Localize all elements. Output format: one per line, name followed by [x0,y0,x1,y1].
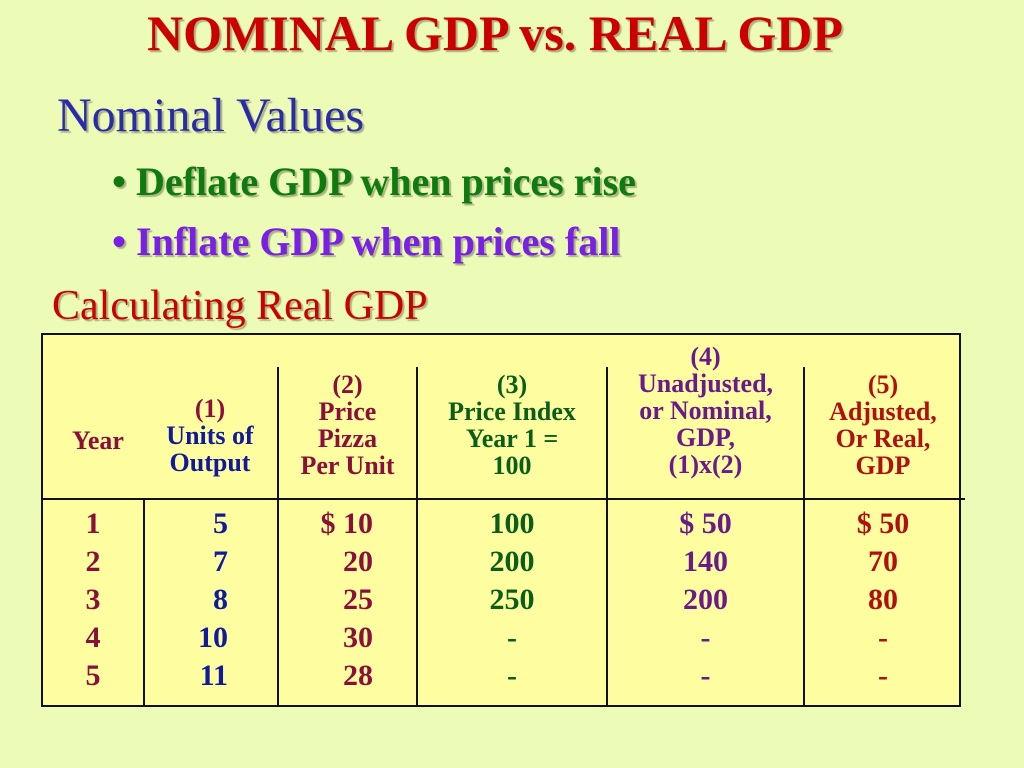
header-line: (1)x(2) [668,450,743,479]
header-line: Price Index [448,397,576,426]
cell-real: - [878,659,888,692]
cell-price: 25 [343,583,373,616]
header-real-gdp: (5) Adjusted, Or Real, GDP [805,371,961,479]
column-year: 1 2 3 4 5 [43,505,143,695]
header-line: Or Real, [835,424,931,453]
header-line: (1) [194,394,226,423]
header-line: 100 [492,451,532,480]
bullet-dot: • [112,159,127,204]
page-title: NOMINAL GDP vs. REAL GDP [147,5,843,61]
header-divider [43,498,965,500]
cell-nominal: 200 [683,583,728,616]
header-price: (2) Price Pizza Per Unit [279,371,416,479]
header-col-divider [416,367,418,498]
body-col-divider [606,500,608,707]
header-price-index: (3) Price Index Year 1 = 100 [418,371,606,479]
bullet-text: Inflate GDP when prices fall [136,219,621,264]
cell-units: 8 [213,583,228,616]
header-line: Year 1 = [465,424,559,453]
body-col-divider [277,500,279,707]
column-price-index: 100 200 250 - - [418,505,606,695]
cell-price: 28 [343,659,373,692]
column-real-gdp: $ 50 70 80 - - [805,505,961,695]
header-col-divider [606,367,608,498]
subheading-calculating-real-gdp: Calculating Real GDP [52,283,428,329]
cell-real: 80 [868,583,898,616]
cell-price: $ 10 [320,507,374,540]
cell-units: 10 [198,621,228,654]
header-units: (1) Units of Output [143,395,277,476]
cell-index: 250 [489,583,535,616]
header-year: Year [53,427,143,454]
cell-year: 1 [85,507,101,540]
gdp-table: Year (1) Units of Output (2) Price Pizza… [41,333,965,707]
bullet-inflate: • Inflate GDP when prices fall [112,218,620,265]
header-line: GDP, [676,423,735,452]
column-price: $ 10 20 25 30 28 [293,505,374,695]
header-line: or Nominal, [639,396,772,425]
body-col-divider [416,500,418,707]
cell-price: 20 [343,545,373,578]
column-units: 5 7 8 10 11 [183,505,228,695]
header-line: Unadjusted, [637,369,774,398]
header-col-divider [277,367,279,498]
cell-nominal: - [700,659,711,692]
body-col-divider [143,500,145,707]
cell-year: 3 [85,583,101,616]
column-nominal-gdp: $ 50 140 200 - - [608,505,803,695]
header-line: Per Unit [300,451,395,480]
header-nominal-gdp: (4) Unadjusted, or Nominal, GDP, (1)x(2) [608,343,803,478]
bullet-dot: • [112,219,127,264]
bullet-text: Deflate GDP when prices rise [136,159,636,204]
cell-nominal: 140 [683,545,728,578]
bullet-deflate: • Deflate GDP when prices rise [112,158,636,205]
cell-real: $ 50 [856,507,910,540]
header-col-divider [803,367,805,498]
header-line: (3) [496,370,528,399]
cell-nominal: - [700,621,711,654]
header-line: Output [169,448,251,477]
cell-real: - [878,621,888,654]
header-line: Units of [166,421,254,450]
cell-index: - [507,659,517,692]
header-line: Adjusted, [829,397,937,426]
cell-year: 5 [85,659,101,692]
cell-index: 100 [489,507,535,540]
cell-units: 5 [213,507,228,540]
cell-real: 70 [868,545,898,578]
cell-year: 4 [85,621,101,654]
header-line: (5) [867,370,899,399]
cell-index: 200 [489,545,535,578]
cell-units: 11 [199,659,228,692]
cell-year: 2 [85,545,101,578]
header-year-label: Year [72,426,124,455]
cell-units: 7 [213,545,228,578]
header-line: (4) [690,342,721,371]
header-line: Price [318,397,377,426]
body-col-divider [803,500,805,707]
cell-index: - [507,621,517,654]
header-line: (2) [332,370,363,399]
cell-price: 30 [343,621,373,654]
header-line: Pizza [317,424,378,453]
header-line: GDP [855,451,911,480]
subheading-nominal-values: Nominal Values [57,89,365,142]
cell-nominal: $ 50 [679,507,732,540]
